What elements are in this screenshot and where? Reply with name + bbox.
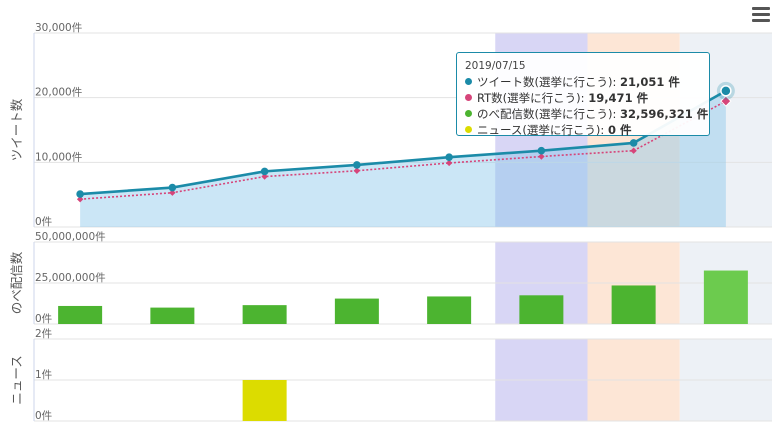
- rt-point: [261, 173, 268, 180]
- rt-point: [538, 153, 545, 160]
- delivery-bar: [703, 270, 748, 324]
- tweet-point: [720, 85, 732, 97]
- delivery-bar: [519, 295, 564, 324]
- tooltip-row-news: ニュース(選挙に行こう): 0 件: [465, 122, 701, 138]
- legend-dot-icon: [465, 110, 472, 117]
- tweet-point: [537, 146, 546, 155]
- tweet-point: [353, 161, 361, 169]
- y-tick-label: 10,000件: [35, 151, 82, 163]
- rt-point: [445, 159, 453, 167]
- y-tick-label: 50,000,000件: [35, 231, 106, 243]
- tooltip-date: 2019/07/15: [465, 60, 526, 72]
- legend-dot-icon: [465, 126, 472, 133]
- y-axis-title: のべ配信数: [9, 251, 24, 314]
- tweet-point: [260, 167, 269, 176]
- delivery-bar: [150, 307, 195, 324]
- legend-dot-icon: [465, 94, 472, 101]
- tweet-point: [76, 190, 84, 198]
- y-tick-label: 2件: [35, 328, 52, 340]
- rt-point: [630, 147, 637, 154]
- hamburger-menu-icon[interactable]: [752, 7, 770, 23]
- tweet-point: [629, 139, 638, 147]
- tweet-point: [445, 153, 453, 161]
- tweet-series-line: [80, 89, 727, 196]
- tooltip: 2019/07/15 ツイート数(選挙に行こう): 21,051 件 RT数(選…: [456, 52, 710, 138]
- y-axis-title: ツイート数: [9, 98, 24, 161]
- y-tick-label: 0件: [35, 410, 52, 422]
- y-tick-label: 20,000件: [35, 87, 82, 99]
- delivery-bar: [334, 298, 379, 324]
- tweet-area: [80, 90, 726, 227]
- delivery-bar: [242, 305, 287, 324]
- y-tick-label: 30,000件: [35, 22, 82, 34]
- news-bar: [242, 380, 287, 421]
- tweet-point: [168, 183, 177, 192]
- tooltip-row-deliveries: のべ配信数(選挙に行こう): 32,596,321 件: [465, 106, 708, 122]
- rt-series-line: [80, 100, 727, 200]
- legend-dot-icon: [465, 78, 472, 85]
- rt-point: [353, 167, 361, 174]
- y-tick-label: 0件: [35, 216, 52, 228]
- y-axis-title: ニュース: [9, 355, 24, 404]
- y-tick-label: 25,000,000件: [35, 272, 106, 284]
- rt-point: [76, 195, 84, 203]
- delivery-bar: [427, 296, 472, 324]
- delivery-bar: [611, 285, 656, 324]
- delivery-bar: [58, 305, 103, 324]
- tooltip-row-rt: RT数(選挙に行こう): 19,471 件: [465, 90, 701, 106]
- rt-point: [720, 95, 732, 107]
- y-tick-label: 0件: [35, 313, 52, 325]
- tooltip-row-tweets: ツイート数(選挙に行こう): 21,051 件: [465, 74, 701, 90]
- rt-point: [169, 189, 176, 196]
- y-tick-label: 1件: [35, 369, 52, 381]
